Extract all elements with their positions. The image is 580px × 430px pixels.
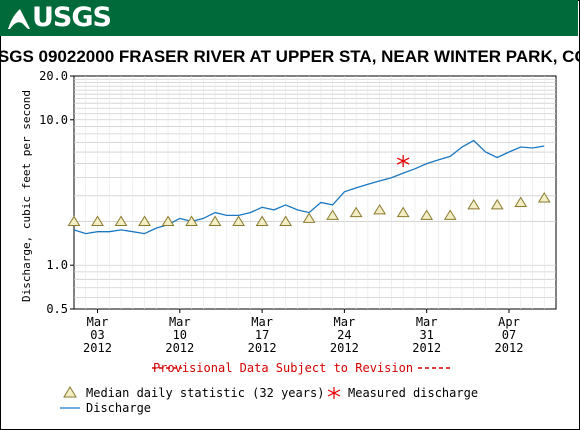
x-tick-label: 07 xyxy=(502,328,516,342)
median-point xyxy=(443,209,457,220)
x-tick-label: 24 xyxy=(337,328,351,342)
median-point xyxy=(420,209,434,220)
median-point xyxy=(514,196,528,207)
legend-triangle-icon xyxy=(63,386,77,398)
x-tick-label: 2012 xyxy=(412,341,441,355)
median-point xyxy=(114,215,128,226)
median-point xyxy=(255,215,269,226)
legend-discharge-label: Discharge xyxy=(86,401,151,415)
median-point xyxy=(302,212,316,223)
legend: Median daily statistic (32 years) Measur… xyxy=(60,386,478,415)
x-tick-label: Mar xyxy=(251,315,273,329)
y-tick-label: 0.5 xyxy=(46,302,68,316)
legend-median-label: Median daily statistic (32 years) xyxy=(86,386,324,400)
y-tick-label: 20.0 xyxy=(39,69,68,83)
x-tick-label: Mar xyxy=(334,315,356,329)
plot-area xyxy=(73,75,557,310)
legend-asterisk-icon xyxy=(327,387,341,399)
median-point xyxy=(138,215,151,226)
median-point xyxy=(279,215,293,226)
y-axis-label: Discharge, cubic feet per second xyxy=(20,90,33,302)
usgs-banner: USGS xyxy=(0,0,578,36)
legend-measured-label: Measured discharge xyxy=(348,386,478,400)
x-tick-labels: Mar032012Mar102012Mar172012Mar242012Mar3… xyxy=(83,315,523,355)
x-tick-label: Apr xyxy=(498,315,520,329)
median-point xyxy=(232,215,245,226)
provisional-note: Provisional Data Subject to Revision xyxy=(153,361,413,375)
median-point xyxy=(537,192,551,203)
measured-stroke xyxy=(396,157,410,165)
median-point xyxy=(396,206,410,218)
median-point xyxy=(490,198,504,210)
x-tick-label: Mar xyxy=(416,315,438,329)
chart-title: USGS 09022000 FRASER RIVER AT UPPER STA,… xyxy=(0,47,580,66)
median-point xyxy=(326,209,340,220)
y-tick-label: 1.0 xyxy=(46,258,68,272)
x-tick-label: 2012 xyxy=(83,341,112,355)
y-tick-labels: 0.5 1.0 10.0 20.0 xyxy=(39,69,68,316)
x-tick-label: 03 xyxy=(90,328,104,342)
y-tick-label: 10.0 xyxy=(39,113,68,127)
usgs-logo-icon xyxy=(8,9,30,29)
x-tick-label: Mar xyxy=(87,315,109,329)
x-tick-label: 2012 xyxy=(330,341,359,355)
x-tick-label: 2012 xyxy=(495,341,524,355)
series-layer xyxy=(67,139,551,235)
median-point xyxy=(91,215,104,226)
x-tick-label: 10 xyxy=(173,328,187,342)
median-point xyxy=(208,215,222,226)
median-point xyxy=(467,198,481,210)
median-point xyxy=(373,203,387,215)
median-point xyxy=(67,215,81,226)
x-tick-label: 2012 xyxy=(248,341,277,355)
measured-point xyxy=(396,155,410,168)
x-tick-label: 31 xyxy=(419,328,433,342)
median-point xyxy=(349,206,363,218)
gridlines xyxy=(74,76,556,309)
axis-ticks xyxy=(70,75,510,313)
x-tick-label: 2012 xyxy=(165,341,194,355)
median-point xyxy=(185,215,198,226)
median-point xyxy=(161,215,175,226)
usgs-logo-text: USGS xyxy=(32,2,112,33)
x-tick-label: Mar xyxy=(169,315,191,329)
x-tick-label: 17 xyxy=(255,328,269,342)
